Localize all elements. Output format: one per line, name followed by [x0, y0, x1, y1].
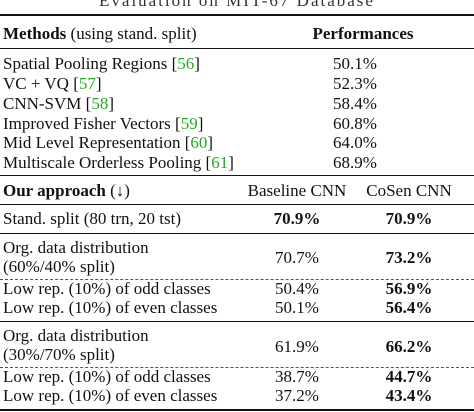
citation-link[interactable]: 58 — [91, 94, 109, 113]
method-name: CNN-SVM [58] — [3, 94, 114, 113]
citation-link[interactable]: 59 — [180, 114, 198, 133]
performances-header: Performances — [312, 24, 414, 43]
row-label: Org. data distribution — [3, 238, 149, 257]
our-header-rule — [0, 204, 474, 205]
method-value: 52.3% — [333, 74, 377, 93]
our-approach-header: Our approach (↓) — [3, 181, 130, 201]
bottom-rule — [0, 409, 474, 411]
method-name: Mid Level Representation [60] — [3, 133, 214, 152]
row-rule — [0, 233, 474, 234]
cosen-value: 56.9% — [385, 279, 433, 298]
citation-link[interactable]: 61 — [211, 153, 229, 172]
table-caption: Evaluation on MIT-67 Database — [99, 0, 375, 10]
baseline-value: 38.7% — [275, 367, 319, 386]
cosen-value: 73.2% — [385, 248, 433, 267]
method-value: 50.1% — [333, 54, 377, 73]
down-arrow-icon: (↓) — [105, 181, 130, 200]
cosen-value: 43.4% — [385, 386, 433, 405]
citation-link[interactable]: 56 — [177, 54, 195, 73]
method-value: 58.4% — [333, 94, 377, 113]
citation-link[interactable]: 60 — [190, 133, 208, 152]
cosen-value: 44.7% — [385, 367, 433, 386]
cosen-header: CoSen CNN — [366, 181, 452, 200]
methods-header-label: Methods — [3, 24, 67, 43]
dashed-rule — [0, 279, 474, 280]
cosen-value: 70.9% — [385, 209, 433, 228]
section-rule — [0, 175, 474, 176]
method-value: 60.8% — [333, 114, 377, 133]
row-label-sub: (30%/70% split) — [3, 345, 115, 364]
cosen-value: 66.2% — [385, 337, 433, 356]
baseline-header: Baseline CNN — [247, 181, 347, 200]
row-label: Low rep. (10%) of odd classes — [3, 367, 211, 386]
cosen-value: 56.4% — [385, 298, 433, 317]
baseline-value: 50.1% — [275, 298, 319, 317]
row-rule — [0, 321, 474, 322]
dashed-rule — [0, 367, 474, 368]
method-name: Multiscale Orderless Pooling [61] — [3, 153, 234, 172]
methods-header-note: (using stand. split) — [66, 24, 197, 43]
row-label: Stand. split (80 trn, 20 tst) — [3, 209, 182, 228]
method-value: 64.0% — [333, 133, 377, 152]
method-name: VC + VQ [57] — [3, 74, 102, 93]
our-approach-label: Our approach — [3, 181, 106, 200]
method-value: 68.9% — [333, 153, 377, 172]
row-label: Org. data distribution — [3, 326, 149, 345]
baseline-value: 37.2% — [275, 386, 319, 405]
row-label: Low rep. (10%) of odd classes — [3, 279, 211, 298]
methods-header: Methods (using stand. split) — [3, 24, 197, 44]
row-label-sub: (60%/40% split) — [3, 257, 115, 276]
header-rule — [0, 48, 474, 49]
citation-link[interactable]: 57 — [78, 74, 96, 93]
row-label: Low rep. (10%) of even classes — [3, 386, 218, 405]
method-name: Spatial Pooling Regions [56] — [3, 54, 200, 73]
baseline-value: 50.4% — [275, 279, 319, 298]
method-name: Improved Fisher Vectors [59] — [3, 114, 204, 133]
row-label: Low rep. (10%) of even classes — [3, 298, 218, 317]
baseline-value: 70.9% — [273, 209, 321, 228]
baseline-value: 70.7% — [275, 248, 319, 267]
baseline-value: 61.9% — [275, 337, 319, 356]
top-rule — [0, 14, 474, 16]
